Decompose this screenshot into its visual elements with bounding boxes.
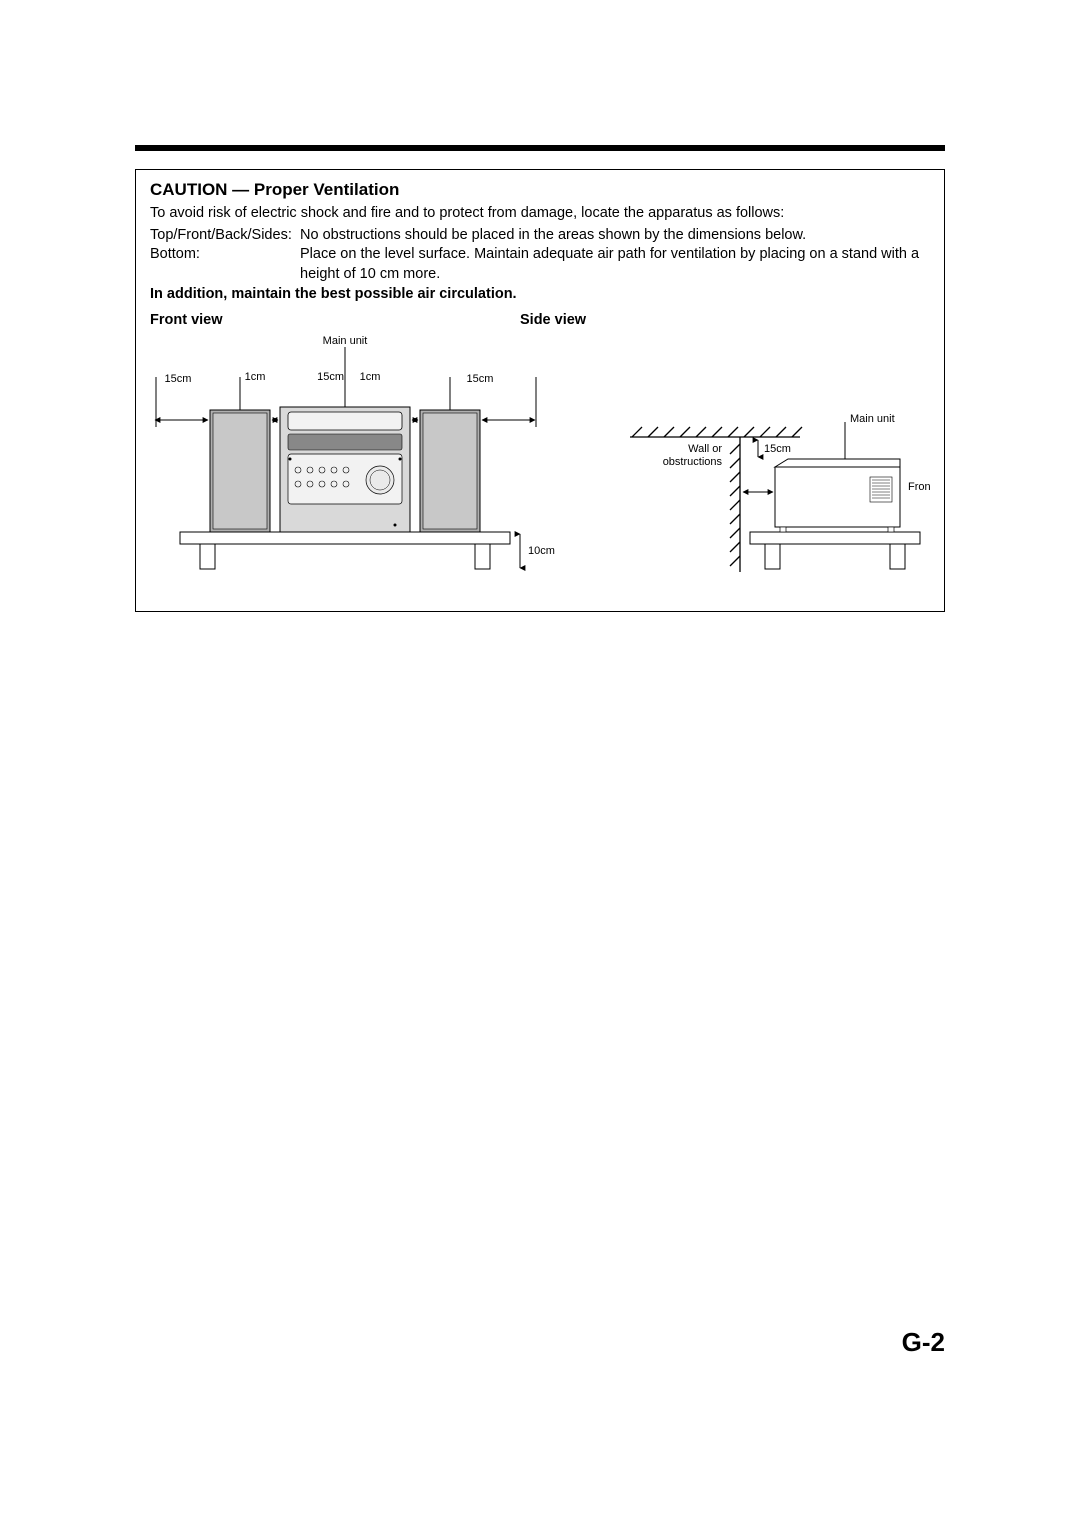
row-label: Bottom:: [150, 245, 300, 284]
main-unit-front-icon: [280, 407, 410, 532]
spec-row: Bottom: Place on the level surface. Main…: [150, 245, 930, 284]
row-value: No obstructions should be placed in the …: [300, 226, 930, 246]
ventilation-diagram: Main unit 15cm 15cm 1cm 1cm: [150, 332, 930, 597]
side-view-col: Side view: [520, 312, 586, 332]
front-view-label: Front view: [150, 312, 520, 328]
row-label: Top/Front/Back/Sides:: [150, 226, 300, 246]
obstructions-label: obstructions: [663, 456, 723, 468]
caution-title: CAUTION — Proper Ventilation: [150, 180, 930, 200]
manual-page: CAUTION — Proper Ventilation To avoid ri…: [135, 145, 945, 612]
main-unit-label: Main unit: [323, 335, 368, 347]
wall-label: Wall or: [688, 443, 722, 455]
dim-15cm: 15cm: [467, 373, 494, 385]
side-view-label: Side view: [520, 312, 586, 328]
dim-10cm: 10cm: [528, 545, 555, 557]
dim-15cm: 15cm: [764, 443, 791, 455]
front-label: Front: [908, 481, 930, 493]
page-number: G-2: [902, 1327, 945, 1358]
caution-box: CAUTION — Proper Ventilation To avoid ri…: [135, 169, 945, 612]
dim-1cm: 1cm: [360, 371, 381, 383]
diagram-svg: Main unit 15cm 15cm 1cm 1cm: [150, 332, 930, 592]
views-row: Front view Side view: [150, 312, 930, 332]
dim-15cm: 15cm: [165, 373, 192, 385]
row-value: Place on the level surface. Maintain ade…: [300, 245, 930, 284]
main-unit-side-icon: [775, 459, 900, 532]
air-circulation-note: In addition, maintain the best possible …: [150, 286, 930, 302]
dim-1cm: 1cm: [245, 371, 266, 383]
spec-row: Top/Front/Back/Sides: No obstructions sh…: [150, 226, 930, 246]
dim-15cm: 15cm: [317, 371, 344, 383]
top-rule: [135, 145, 945, 151]
right-speaker-icon: [420, 410, 480, 532]
main-unit-label: Main unit: [850, 413, 895, 425]
side-view-group: Wall or obstructions: [630, 413, 930, 572]
intro-text: To avoid risk of electric shock and fire…: [150, 204, 930, 224]
left-speaker-icon: [210, 410, 270, 532]
front-view-col: Front view: [150, 312, 520, 332]
